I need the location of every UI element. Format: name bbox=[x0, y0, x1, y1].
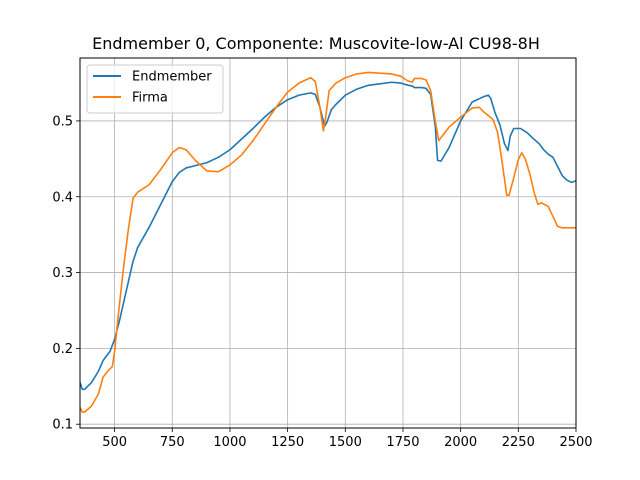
y-tick-label: 0.4 bbox=[52, 190, 73, 205]
x-tick-label: 1250 bbox=[271, 435, 304, 450]
y-tick-label: 0.1 bbox=[52, 418, 73, 433]
y-tick-label: 0.3 bbox=[52, 266, 73, 281]
plot-area-frame bbox=[79, 57, 577, 429]
legend-label-endmember: Endmember bbox=[132, 70, 212, 85]
x-tick-label: 1500 bbox=[329, 435, 362, 450]
y-tick-label: 0.5 bbox=[52, 114, 73, 129]
x-tick-label: 2250 bbox=[502, 435, 535, 450]
x-tick-label: 750 bbox=[160, 435, 185, 450]
chart-title: Endmember 0, Componente: Muscovite-low-A… bbox=[92, 34, 540, 53]
x-tick-label: 1750 bbox=[386, 435, 419, 450]
axes: 500 750 1000 1250 1500 1750 2000 2250 2500 0.1 0.2… bbox=[52, 114, 592, 450]
series-line-firma bbox=[80, 71, 576, 413]
x-tick-label: 2500 bbox=[559, 435, 592, 450]
series-line-endmember bbox=[80, 81, 576, 391]
x-tick-label: 1000 bbox=[213, 435, 246, 450]
x-tick-label: 500 bbox=[102, 435, 127, 450]
series-layer bbox=[80, 71, 576, 413]
x-tick-label: 2000 bbox=[444, 435, 477, 450]
y-tick-label: 0.2 bbox=[52, 342, 73, 357]
legend-label-firma: Firma bbox=[132, 91, 168, 106]
legend: Endmember Firma bbox=[86, 64, 224, 114]
